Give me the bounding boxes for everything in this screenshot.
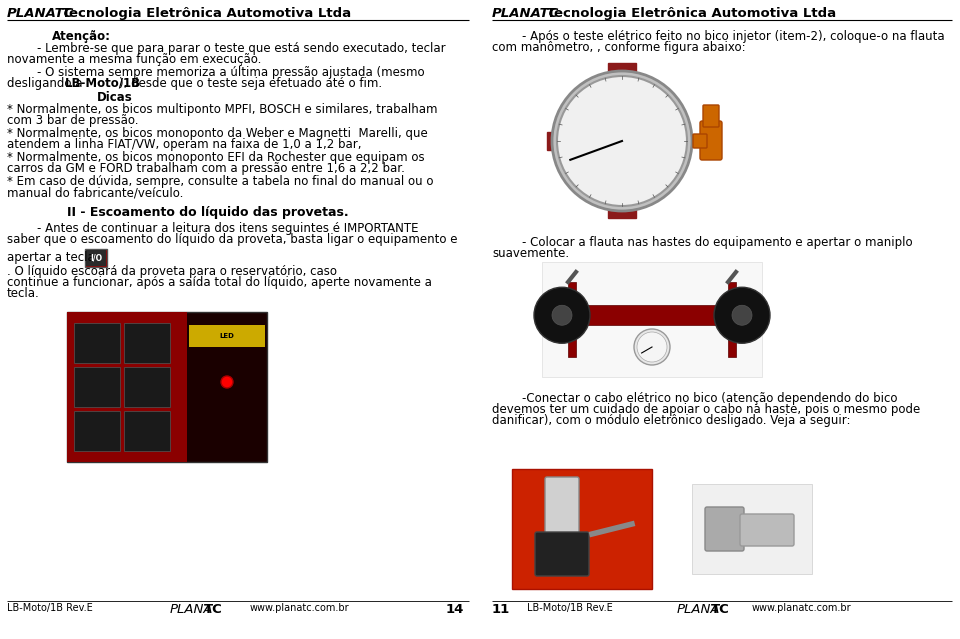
FancyBboxPatch shape <box>692 484 812 574</box>
Text: manual do fabricante/veículo.: manual do fabricante/veículo. <box>7 186 183 199</box>
FancyBboxPatch shape <box>67 312 267 462</box>
Circle shape <box>221 376 233 388</box>
Text: devemos ter um cuidado de apoiar o cabo na haste, pois o mesmo pode: devemos ter um cuidado de apoiar o cabo … <box>492 403 921 416</box>
Text: LB-Moto/1B Rev.E: LB-Moto/1B Rev.E <box>7 603 93 613</box>
Circle shape <box>557 76 687 206</box>
FancyBboxPatch shape <box>608 63 636 81</box>
FancyBboxPatch shape <box>512 469 652 589</box>
Text: PLANATC: PLANATC <box>7 7 74 20</box>
Text: - Lembre-se que para parar o teste que está sendo executado, teclar: - Lembre-se que para parar o teste que e… <box>37 42 445 55</box>
Text: tecla.: tecla. <box>7 287 39 300</box>
FancyBboxPatch shape <box>608 200 636 218</box>
FancyBboxPatch shape <box>572 305 732 325</box>
FancyBboxPatch shape <box>535 532 589 576</box>
Text: Atenção:: Atenção: <box>52 30 111 43</box>
Text: saber que o escoamento do líquido da proveta, basta ligar o equipamento e: saber que o escoamento do líquido da pro… <box>7 233 458 246</box>
FancyBboxPatch shape <box>124 411 170 451</box>
Circle shape <box>634 329 670 365</box>
FancyBboxPatch shape <box>568 282 576 357</box>
Text: PLANATC: PLANATC <box>492 7 560 20</box>
FancyBboxPatch shape <box>705 507 744 551</box>
Text: ), desde que o teste seja efetuado até o fim.: ), desde que o teste seja efetuado até o… <box>119 77 382 90</box>
FancyBboxPatch shape <box>703 105 719 127</box>
FancyBboxPatch shape <box>542 262 762 377</box>
Text: Tecnologia Eletrônica Automotiva Ltda: Tecnologia Eletrônica Automotiva Ltda <box>57 7 351 20</box>
Circle shape <box>732 305 752 325</box>
FancyBboxPatch shape <box>189 325 265 347</box>
Text: * Normalmente, os bicos multiponto MPFI, BOSCH e similares, trabalham: * Normalmente, os bicos multiponto MPFI,… <box>7 103 438 116</box>
Text: Dicas: Dicas <box>97 91 132 104</box>
Circle shape <box>637 332 667 362</box>
FancyBboxPatch shape <box>85 249 107 267</box>
Text: I/O: I/O <box>90 254 102 263</box>
FancyBboxPatch shape <box>700 121 722 160</box>
Text: TC: TC <box>711 603 730 616</box>
Text: carros da GM e FORD trabalham com a pressão entre 1,6 a 2,2 bar.: carros da GM e FORD trabalham com a pres… <box>7 162 405 175</box>
Text: suavemente.: suavemente. <box>492 247 569 260</box>
FancyBboxPatch shape <box>124 323 170 363</box>
Text: apertar a tecla: apertar a tecla <box>7 251 95 264</box>
FancyBboxPatch shape <box>67 312 187 462</box>
Text: TC: TC <box>204 603 223 616</box>
Text: - Antes de continuar a leitura dos itens seguintes é IMPORTANTE: - Antes de continuar a leitura dos itens… <box>37 222 419 235</box>
FancyBboxPatch shape <box>74 367 120 407</box>
FancyBboxPatch shape <box>86 250 106 266</box>
FancyBboxPatch shape <box>693 134 707 148</box>
Text: PLANA: PLANA <box>677 603 721 616</box>
Text: com manômetro, , conforme figura abaixo:: com manômetro, , conforme figura abaixo: <box>492 41 746 54</box>
Text: PLANA: PLANA <box>170 603 213 616</box>
Text: - O sistema sempre memoriza a última pressão ajustada (mesmo: - O sistema sempre memoriza a última pre… <box>37 66 424 79</box>
FancyBboxPatch shape <box>74 411 120 451</box>
Circle shape <box>552 71 692 211</box>
Text: * Em caso de dúvida, sempre, consulte a tabela no final do manual ou o: * Em caso de dúvida, sempre, consulte a … <box>7 175 434 188</box>
FancyBboxPatch shape <box>124 367 170 407</box>
FancyBboxPatch shape <box>545 477 579 541</box>
FancyBboxPatch shape <box>74 323 120 363</box>
Text: desligando a: desligando a <box>7 77 86 90</box>
Text: - Após o teste elétrico feito no bico injetor (item-2), coloque-o na flauta: - Após o teste elétrico feito no bico in… <box>522 30 945 43</box>
Text: * Normalmente, os bicos monoponto da Weber e Magnetti  Marelli, que: * Normalmente, os bicos monoponto da Web… <box>7 127 428 140</box>
Text: com 3 bar de pressão.: com 3 bar de pressão. <box>7 114 138 127</box>
Circle shape <box>552 305 572 325</box>
Text: LED: LED <box>220 333 234 339</box>
Text: continue a funcionar, após a saída total do líquido, aperte novamente a: continue a funcionar, após a saída total… <box>7 276 432 289</box>
Text: LB-Moto/1B: LB-Moto/1B <box>65 77 141 90</box>
Circle shape <box>714 288 770 343</box>
Text: II - Escoamento do líquido das provetas.: II - Escoamento do líquido das provetas. <box>67 206 348 219</box>
Text: novamente a mesma função em execução.: novamente a mesma função em execução. <box>7 53 261 66</box>
Text: atendem a linha FIAT/VW, operam na faixa de 1,0 a 1,2 bar,: atendem a linha FIAT/VW, operam na faixa… <box>7 138 362 151</box>
Text: - Colocar a flauta nas hastes do equipamento e apertar o maniplo: - Colocar a flauta nas hastes do equipam… <box>522 236 913 249</box>
Text: 14: 14 <box>445 603 464 616</box>
Text: LB-Moto/1B Rev.E: LB-Moto/1B Rev.E <box>527 603 612 613</box>
FancyBboxPatch shape <box>728 282 736 357</box>
Text: . O líquido escoará da proveta para o reservatório, caso: . O líquido escoará da proveta para o re… <box>7 265 337 278</box>
Text: * Normalmente, os bicos monoponto EFI da Rochester que equipam os: * Normalmente, os bicos monoponto EFI da… <box>7 151 424 164</box>
Circle shape <box>534 288 590 343</box>
Text: Tecnologia Eletrônica Automotiva Ltda: Tecnologia Eletrônica Automotiva Ltda <box>542 7 836 20</box>
Text: -Conectar o cabo elétrico no bico (atenção dependendo do bico: -Conectar o cabo elétrico no bico (atenç… <box>522 392 898 405</box>
Text: danificar), com o módulo eletrônico desligado. Veja a seguir:: danificar), com o módulo eletrônico desl… <box>492 414 851 427</box>
FancyBboxPatch shape <box>547 132 561 150</box>
FancyBboxPatch shape <box>740 514 794 546</box>
Text: 11: 11 <box>492 603 511 616</box>
Text: www.planatc.com.br: www.planatc.com.br <box>752 603 852 613</box>
Text: www.planatc.com.br: www.planatc.com.br <box>250 603 349 613</box>
